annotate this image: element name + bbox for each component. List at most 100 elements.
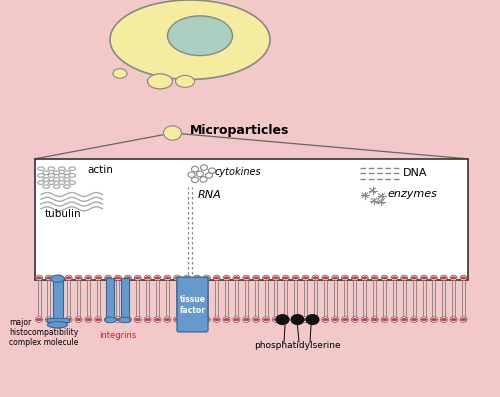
Ellipse shape [104,317,117,323]
Ellipse shape [244,318,250,321]
Ellipse shape [176,75,195,87]
Circle shape [342,275,348,281]
Ellipse shape [56,318,62,321]
Ellipse shape [273,276,279,279]
Circle shape [410,275,418,281]
Ellipse shape [154,276,160,279]
Circle shape [144,275,151,281]
Ellipse shape [125,276,131,279]
Ellipse shape [36,276,42,279]
Circle shape [174,317,180,322]
Ellipse shape [253,276,259,279]
Circle shape [371,317,378,322]
Ellipse shape [441,276,447,279]
Circle shape [302,275,309,281]
Circle shape [104,317,112,322]
Circle shape [164,275,171,281]
Circle shape [420,275,428,281]
Ellipse shape [460,318,466,321]
Circle shape [223,275,230,281]
Circle shape [262,275,270,281]
Ellipse shape [194,318,200,321]
Ellipse shape [312,276,318,279]
Circle shape [332,317,338,322]
Ellipse shape [283,318,289,321]
Ellipse shape [164,276,170,279]
Circle shape [276,314,289,325]
Ellipse shape [421,318,427,321]
Ellipse shape [234,276,239,279]
Circle shape [362,275,368,281]
Text: tubulin: tubulin [45,209,82,220]
Circle shape [243,275,250,281]
Circle shape [65,275,72,281]
Circle shape [36,275,43,281]
Ellipse shape [431,318,437,321]
Circle shape [174,275,180,281]
Text: integrins: integrins [99,331,136,341]
Circle shape [154,275,161,281]
Circle shape [342,317,348,322]
Circle shape [381,317,388,322]
Text: enzymes: enzymes [388,189,438,199]
Circle shape [450,275,457,281]
Circle shape [75,317,82,322]
Ellipse shape [411,318,417,321]
Ellipse shape [402,318,407,321]
Circle shape [154,317,161,322]
Ellipse shape [332,318,338,321]
Ellipse shape [50,275,64,282]
Circle shape [302,317,309,322]
Ellipse shape [302,318,308,321]
Ellipse shape [76,276,82,279]
Ellipse shape [362,318,368,321]
FancyBboxPatch shape [52,280,62,320]
Circle shape [233,317,240,322]
Ellipse shape [292,318,298,321]
Circle shape [55,275,62,281]
Circle shape [312,275,319,281]
Ellipse shape [431,276,437,279]
Ellipse shape [105,276,111,279]
Circle shape [134,275,141,281]
Circle shape [410,317,418,322]
Circle shape [94,317,102,322]
Ellipse shape [382,318,388,321]
Circle shape [124,275,132,281]
Text: cytokines: cytokines [215,167,262,177]
Ellipse shape [134,318,140,321]
Circle shape [233,275,240,281]
Circle shape [243,317,250,322]
Ellipse shape [148,74,172,89]
Ellipse shape [110,0,270,79]
Ellipse shape [244,276,250,279]
Ellipse shape [204,318,210,321]
Ellipse shape [48,322,68,328]
Circle shape [65,317,72,322]
Ellipse shape [46,318,52,321]
Circle shape [204,317,210,322]
Circle shape [292,317,299,322]
Circle shape [134,317,141,322]
Ellipse shape [46,276,52,279]
Ellipse shape [312,318,318,321]
Circle shape [104,275,112,281]
Ellipse shape [154,318,160,321]
Text: actin: actin [88,164,114,175]
Circle shape [282,275,290,281]
FancyBboxPatch shape [177,277,208,332]
Circle shape [381,275,388,281]
Ellipse shape [164,318,170,321]
Ellipse shape [95,318,101,321]
Circle shape [401,317,408,322]
Ellipse shape [174,276,180,279]
Circle shape [164,317,171,322]
FancyBboxPatch shape [106,278,114,318]
Ellipse shape [273,318,279,321]
Circle shape [391,317,398,322]
Ellipse shape [392,318,398,321]
Ellipse shape [441,318,447,321]
Ellipse shape [322,318,328,321]
Circle shape [46,317,52,322]
Ellipse shape [144,276,150,279]
